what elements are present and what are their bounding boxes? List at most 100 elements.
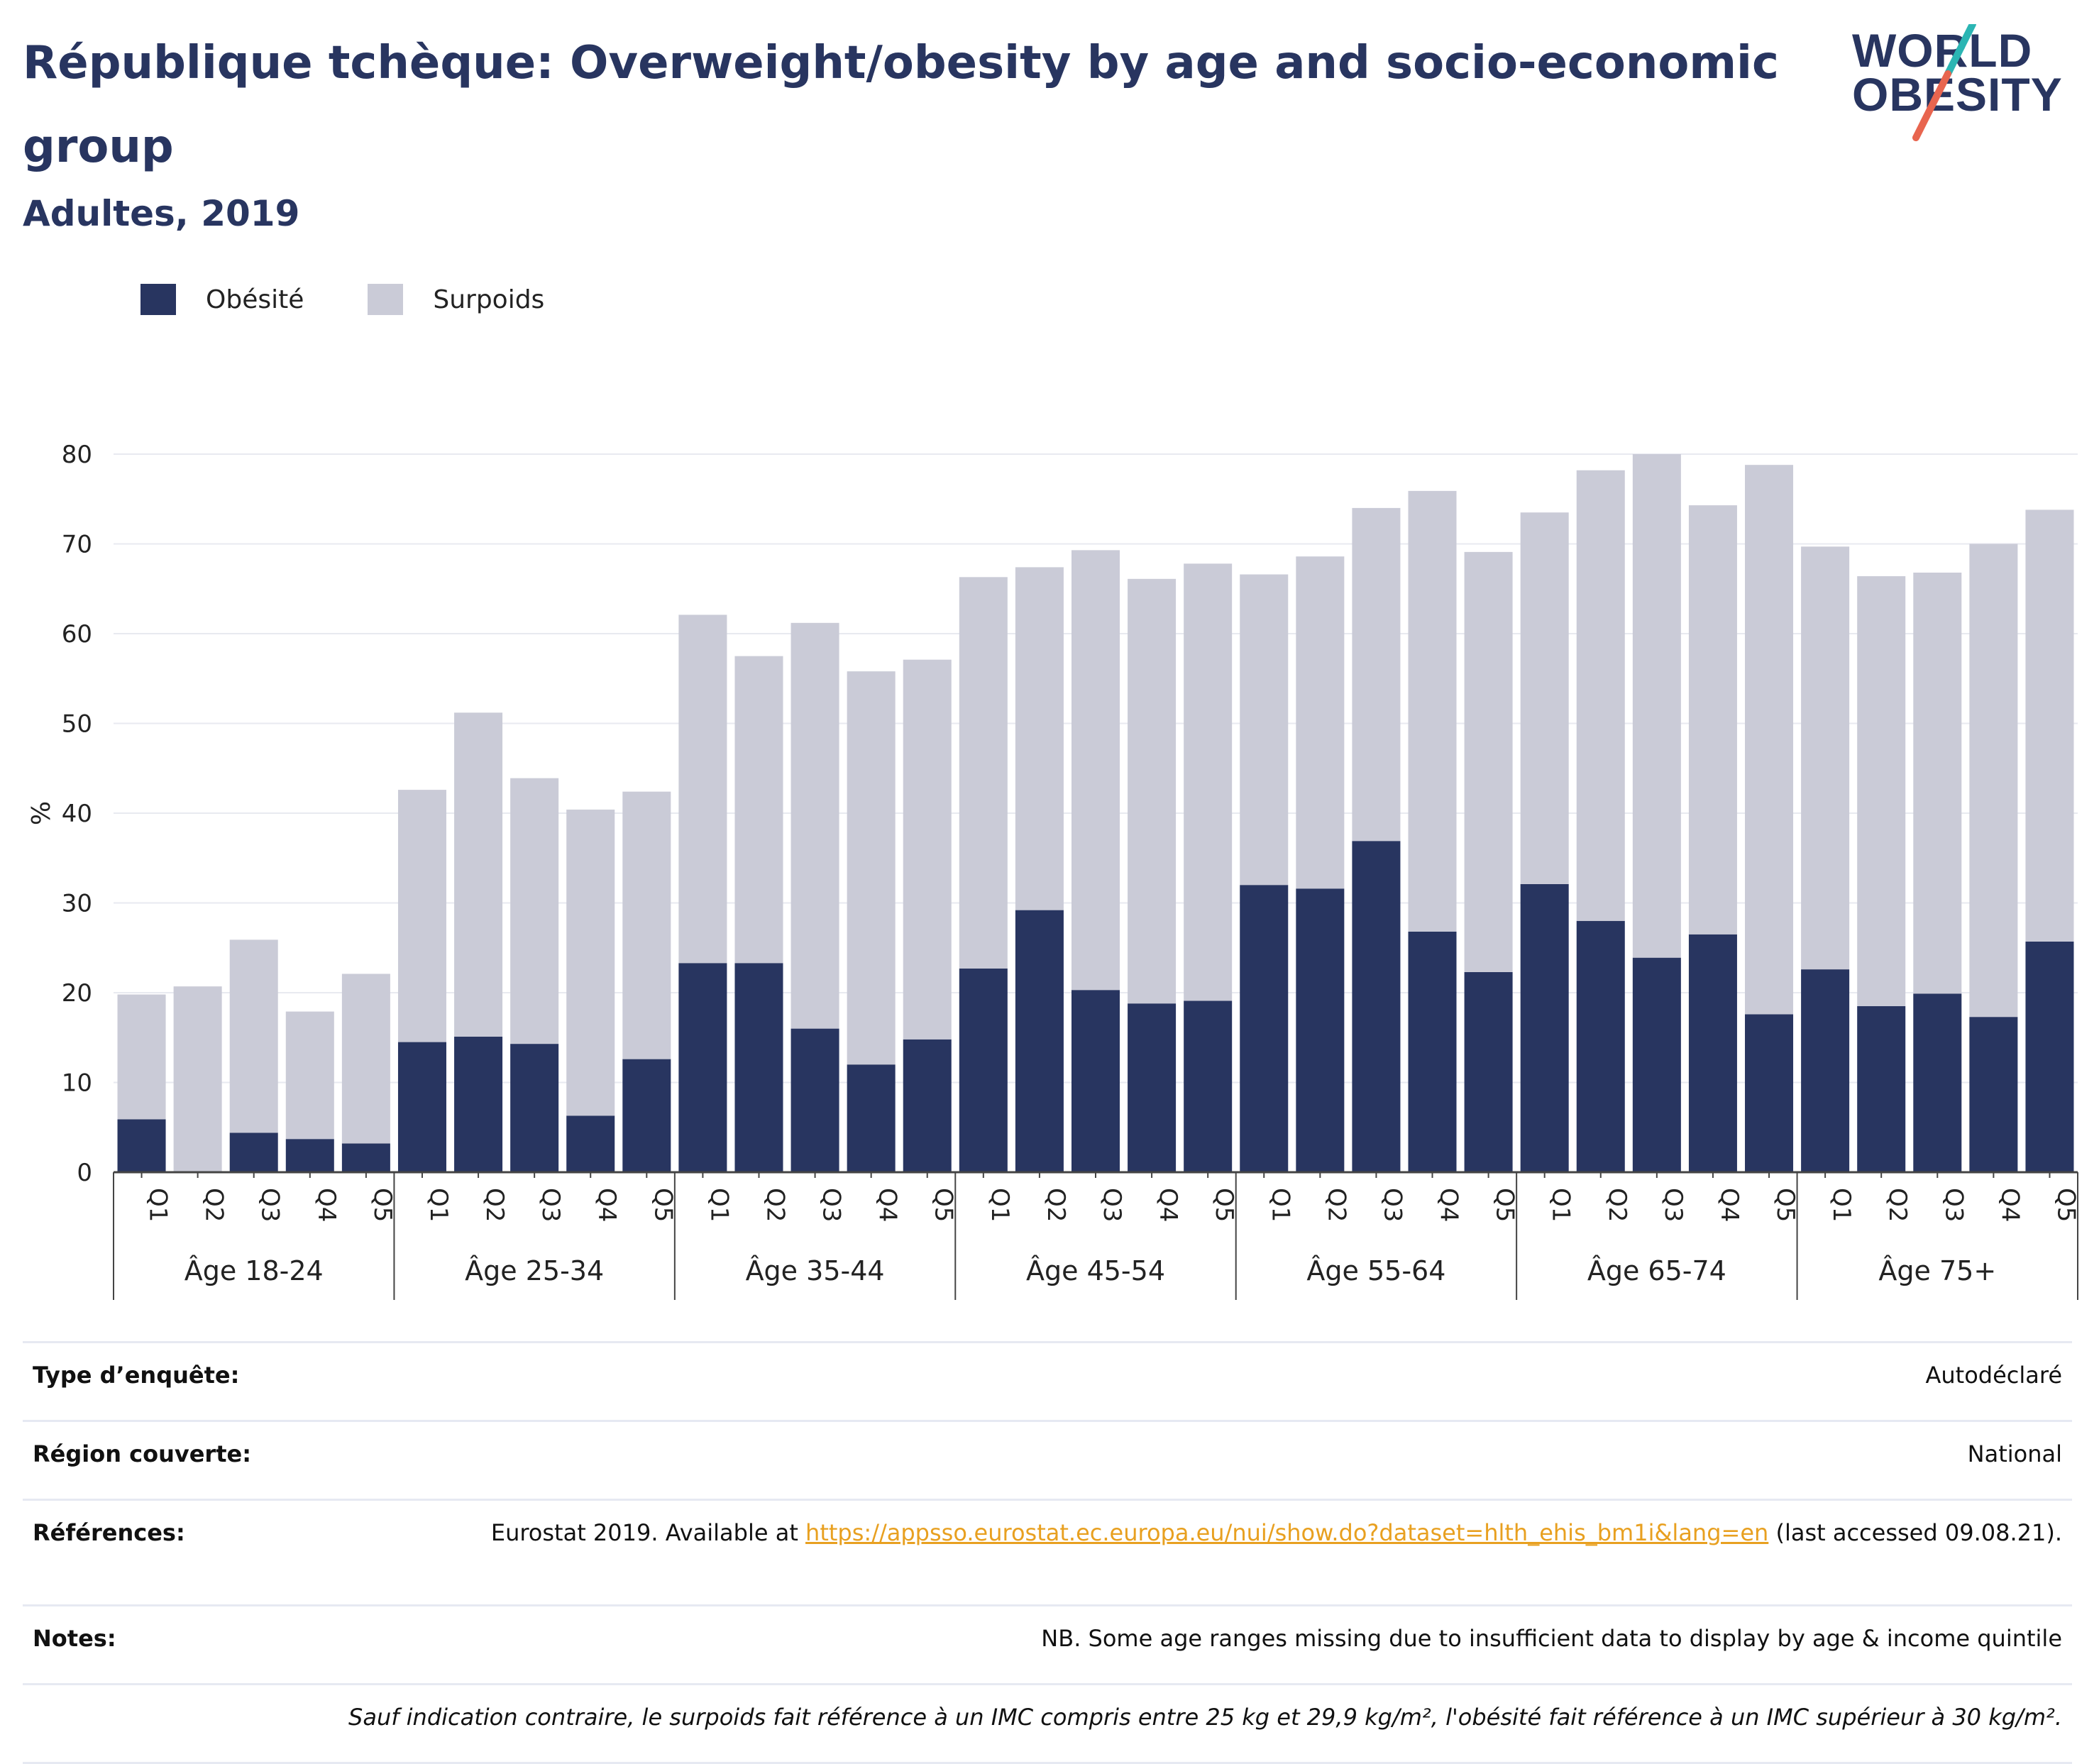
y-tick-label: 50 — [62, 710, 92, 739]
x-tick-label: Q2 — [761, 1188, 789, 1222]
bar-obesity — [903, 1039, 952, 1172]
bar-overweight — [1296, 556, 1345, 889]
bar-overweight — [1688, 505, 1737, 935]
y-tick-label: 60 — [62, 620, 92, 649]
legend-item-overweight[interactable]: Surpoids — [368, 284, 544, 315]
info-row-footnote: Sauf indication contraire, le surpoids f… — [23, 1683, 2072, 1764]
survey-type-value: Autodéclaré — [468, 1341, 2072, 1421]
bar-overweight — [1801, 546, 1850, 970]
references-value: Eurostat 2019. Available at https://apps… — [468, 1499, 2072, 1606]
bar-obesity — [1913, 993, 1962, 1172]
bar-overweight — [1128, 578, 1177, 1004]
x-tick-label: Q5 — [1210, 1188, 1238, 1222]
bar-obesity — [1576, 920, 1625, 1172]
x-tick-label: Q4 — [1995, 1188, 2024, 1222]
bar-overweight — [341, 974, 390, 1144]
x-tick-label: Q5 — [649, 1188, 677, 1222]
bar-overweight — [1184, 563, 1233, 1001]
y-tick-label: 20 — [62, 979, 92, 1008]
bar-overweight — [454, 712, 503, 1037]
x-tick-label: Q3 — [817, 1188, 846, 1222]
x-tick-label: Q1 — [424, 1188, 453, 1222]
x-tick-label: Q4 — [1435, 1188, 1463, 1222]
bar-obesity — [1296, 888, 1345, 1172]
y-tick-label: 80 — [62, 441, 92, 469]
bar-overweight — [117, 994, 166, 1120]
y-axis-label: % — [27, 801, 56, 825]
bar-obesity — [790, 1028, 839, 1172]
bar-obesity — [847, 1064, 896, 1172]
info-table: Type d’enquête: Autodéclaré Région couve… — [23, 1341, 2072, 1764]
chart-legend: Obésité Surpoids — [141, 284, 608, 315]
legend-label-overweight: Surpoids — [433, 285, 545, 314]
references-label: Références: — [23, 1499, 468, 1606]
bar-obesity — [678, 963, 727, 1172]
x-tick-label: Q1 — [1547, 1188, 1575, 1222]
group-label: Âge 25-34 — [465, 1255, 604, 1286]
bar-overweight — [1857, 576, 1906, 1006]
bar-obesity — [1015, 910, 1064, 1172]
bar-overweight — [285, 1011, 334, 1140]
bar-obesity — [1071, 990, 1120, 1172]
bar-overweight — [510, 778, 559, 1044]
y-tick-label: 0 — [77, 1159, 92, 1187]
legend-item-obesity[interactable]: Obésité — [141, 284, 304, 315]
bar-obesity — [229, 1132, 278, 1172]
region-value: National — [468, 1420, 2072, 1500]
info-row-references: Références: Eurostat 2019. Available at … — [23, 1499, 2072, 1606]
bar-obesity — [1857, 1005, 1906, 1172]
survey-type-label: Type d’enquête: — [23, 1341, 468, 1421]
bar-obesity — [1632, 957, 1681, 1172]
bar-overweight — [397, 790, 446, 1042]
group-label: Âge 18-24 — [184, 1255, 324, 1286]
x-tick-label: Q5 — [2051, 1188, 2080, 1222]
bar-obesity — [1801, 969, 1850, 1172]
x-tick-label: Q1 — [705, 1188, 733, 1222]
bar-overweight — [903, 659, 952, 1040]
bar-obesity — [1520, 883, 1569, 1172]
bar-obesity — [285, 1139, 334, 1172]
bar-overweight — [1913, 572, 1962, 994]
bar-overweight — [622, 791, 671, 1059]
x-tick-label: Q4 — [593, 1188, 621, 1222]
bar-overweight — [566, 809, 615, 1116]
x-tick-label: Q3 — [1659, 1188, 1687, 1222]
bar-overweight — [847, 671, 896, 1065]
group-label: Âge 75+ — [1878, 1255, 1996, 1286]
x-tick-label: Q2 — [1322, 1188, 1350, 1222]
x-tick-label: Q3 — [1378, 1188, 1406, 1222]
legend-swatch-obesity — [141, 284, 176, 315]
bar-obesity — [1408, 931, 1457, 1172]
bar-overweight — [790, 622, 839, 1029]
logo-slash-icon — [1912, 24, 1976, 141]
x-tick-label: Q3 — [1098, 1188, 1126, 1222]
x-tick-label: Q2 — [480, 1188, 509, 1222]
region-label: Région couverte: — [23, 1420, 468, 1500]
bar-obesity — [1688, 934, 1737, 1172]
bar-overweight — [1015, 567, 1064, 910]
chart-title: République tchèque: Overweight/obesity b… — [23, 37, 1779, 173]
x-tick-label: Q1 — [986, 1188, 1014, 1222]
bar-obesity — [959, 968, 1008, 1172]
bar-obesity — [2025, 941, 2074, 1172]
bar-overweight — [1240, 574, 1289, 886]
group-label: Âge 55-64 — [1306, 1255, 1445, 1286]
bar-overweight — [678, 614, 727, 964]
references-link[interactable]: https://appsso.eurostat.ec.europa.eu/nui… — [805, 1519, 1769, 1546]
bar-overweight — [1632, 454, 1681, 958]
bar-obesity — [117, 1119, 166, 1172]
info-row-survey: Type d’enquête: Autodéclaré — [23, 1341, 2072, 1421]
legend-label-obesity: Obésité — [206, 285, 304, 314]
info-row-notes: Notes: NB. Some age ranges missing due t… — [23, 1604, 2072, 1685]
legend-swatch-overweight — [368, 284, 404, 315]
notes-label: Notes: — [23, 1604, 468, 1685]
notes-value: NB. Some age ranges missing due to insuf… — [468, 1604, 2072, 1685]
bar-overweight — [2025, 509, 2074, 942]
bar-obesity — [622, 1059, 671, 1172]
y-tick-label: 30 — [62, 890, 92, 918]
footnote: Sauf indication contraire, le surpoids f… — [23, 1683, 2072, 1764]
bar-overweight — [1352, 507, 1401, 842]
group-label: Âge 35-44 — [746, 1255, 885, 1286]
x-tick-label: Q2 — [200, 1188, 228, 1222]
x-tick-label: Q3 — [1939, 1188, 1968, 1222]
